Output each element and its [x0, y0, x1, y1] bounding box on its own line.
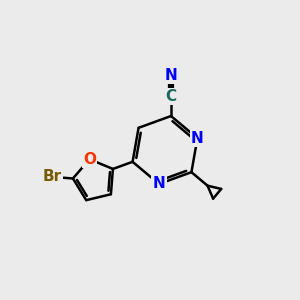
Text: C: C [165, 89, 177, 104]
Text: N: N [165, 68, 177, 83]
Text: N: N [153, 176, 165, 191]
Text: O: O [83, 152, 96, 167]
Text: N: N [191, 131, 204, 146]
Text: Br: Br [43, 169, 61, 184]
